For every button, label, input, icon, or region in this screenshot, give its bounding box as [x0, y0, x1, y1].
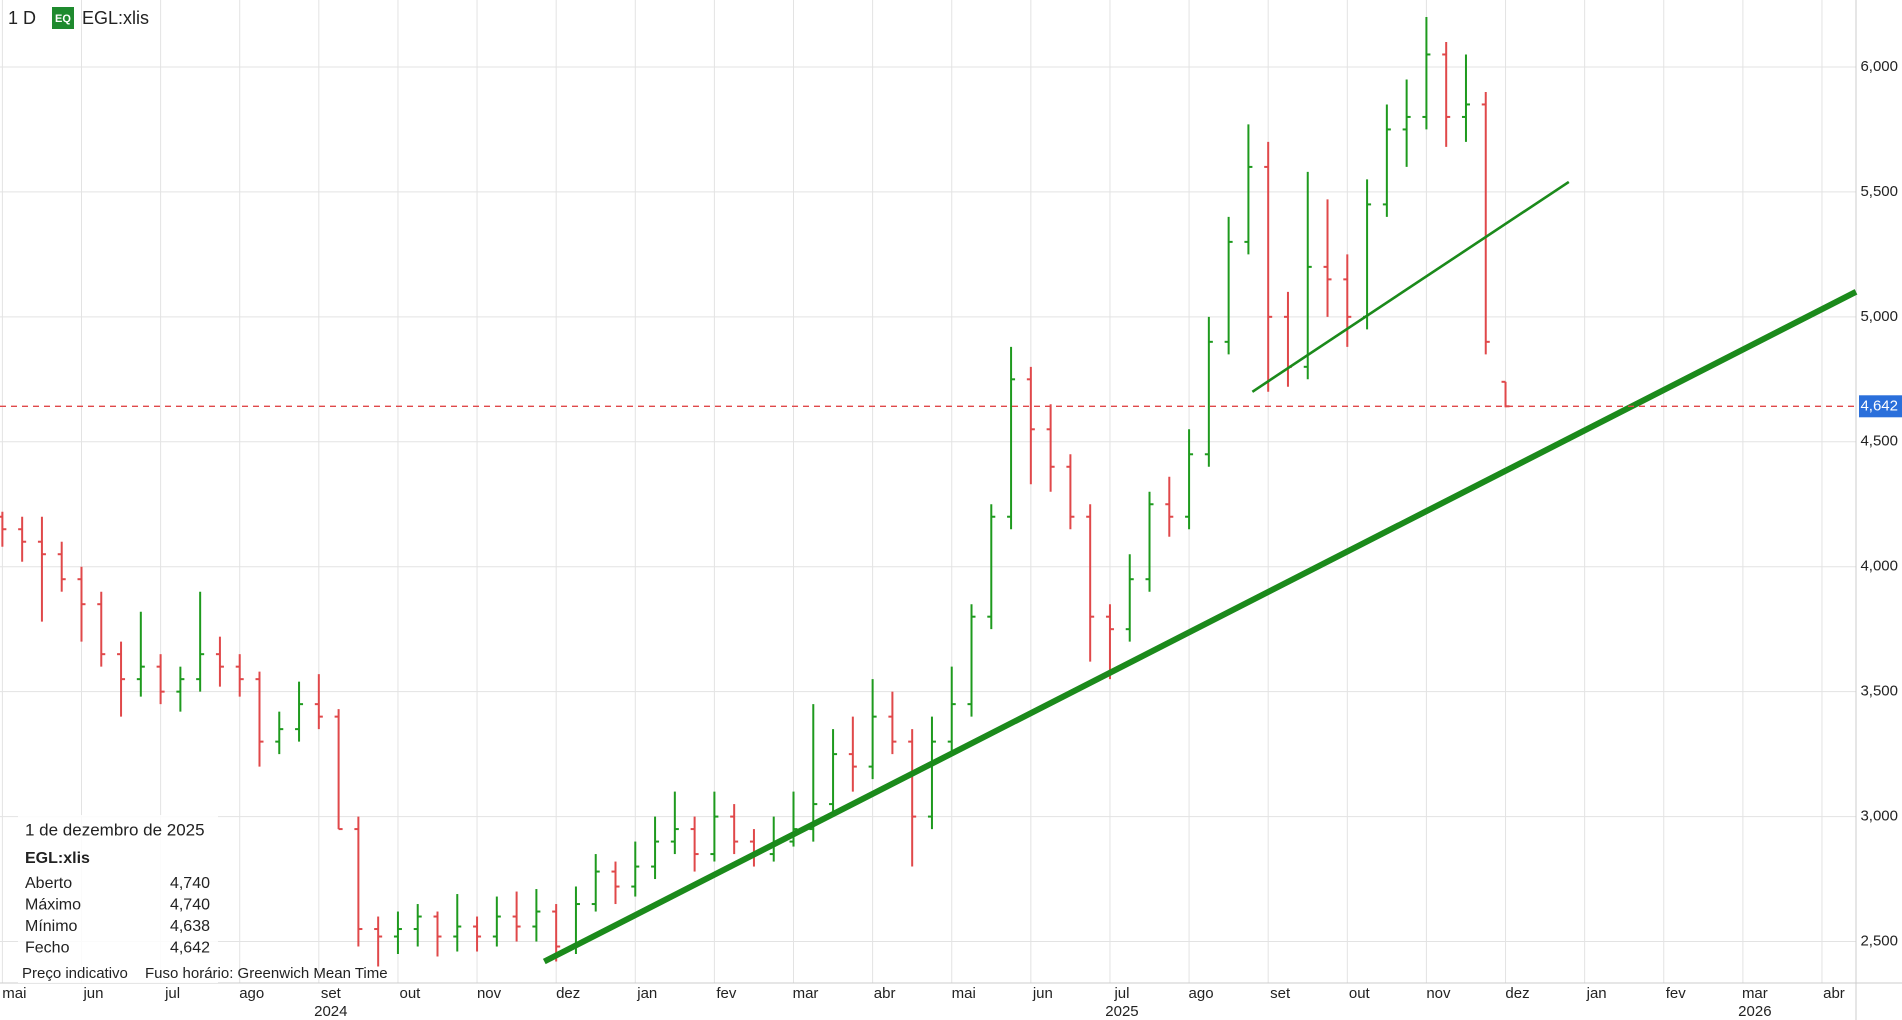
- x-tick-label: mar: [1742, 985, 1768, 1002]
- info-panel: [18, 815, 218, 983]
- x-tick-label: ago: [1189, 985, 1214, 1002]
- symbol: EGL:xlis: [82, 8, 149, 28]
- x-tick-label: ago: [239, 985, 264, 1002]
- x-tick-label: out: [1349, 985, 1371, 1002]
- last-price-box: [1859, 395, 1902, 418]
- year-label: 2024: [314, 1003, 347, 1020]
- info-key: Fecho: [25, 940, 70, 957]
- info-footer: Fuso horário: Greenwich Mean Time: [145, 965, 388, 982]
- info-value: 4,642: [170, 940, 210, 957]
- info-date: 1 de dezembro de 2025: [25, 820, 205, 839]
- y-tick-label: 3,000: [1860, 808, 1898, 825]
- x-tick-label: jul: [1113, 985, 1129, 1002]
- x-tick-label: jul: [164, 985, 180, 1002]
- year-label: 2025: [1105, 1003, 1138, 1020]
- info-symbol: EGL:xlis: [25, 850, 90, 867]
- x-tick-label: set: [1270, 985, 1291, 1002]
- x-tick-label: nov: [477, 985, 502, 1002]
- info-key: Máximo: [25, 897, 81, 914]
- x-tick-label: jun: [82, 985, 103, 1002]
- x-tick-label: fev: [1666, 985, 1687, 1002]
- info-value: 4,638: [170, 918, 210, 935]
- x-tick-label: jun: [1032, 985, 1053, 1002]
- y-tick-label: 6,000: [1860, 58, 1898, 75]
- x-tick-label: mai: [2, 985, 26, 1002]
- y-tick-label: 5,500: [1860, 183, 1898, 200]
- x-tick-label: dez: [556, 985, 580, 1002]
- x-tick-label: mar: [793, 985, 819, 1002]
- x-tick-label: out: [400, 985, 422, 1002]
- x-tick-label: mai: [952, 985, 976, 1002]
- x-tick-label: set: [321, 985, 342, 1002]
- badge: EQ: [55, 13, 71, 25]
- y-tick-label: 4,000: [1860, 558, 1898, 575]
- info-value: 4,740: [170, 875, 210, 892]
- x-tick-label: abr: [1823, 985, 1845, 1002]
- year-label: 2026: [1738, 1003, 1771, 1020]
- trendline: [1251, 180, 1570, 393]
- info-value: 4,740: [170, 897, 210, 914]
- badge-box: [52, 7, 74, 29]
- last-price-label: 4,642: [1860, 397, 1898, 414]
- info-footer: Preço indicativo: [22, 965, 128, 982]
- y-tick-label: 5,000: [1860, 308, 1898, 325]
- y-tick-label: 3,500: [1860, 683, 1898, 700]
- interval: 1 D: [8, 8, 36, 28]
- x-tick-label: abr: [874, 985, 896, 1002]
- x-tick-label: dez: [1505, 985, 1529, 1002]
- x-tick-label: nov: [1426, 985, 1451, 1002]
- x-tick-label: fev: [716, 985, 737, 1002]
- x-tick-label: jan: [1586, 985, 1607, 1002]
- trendline: [542, 289, 1858, 965]
- x-tick-label: jan: [636, 985, 657, 1002]
- y-tick-label: 2,500: [1860, 932, 1898, 949]
- info-key: Mínimo: [25, 918, 78, 935]
- y-tick-label: 4,500: [1860, 433, 1898, 450]
- info-key: Aberto: [25, 875, 72, 892]
